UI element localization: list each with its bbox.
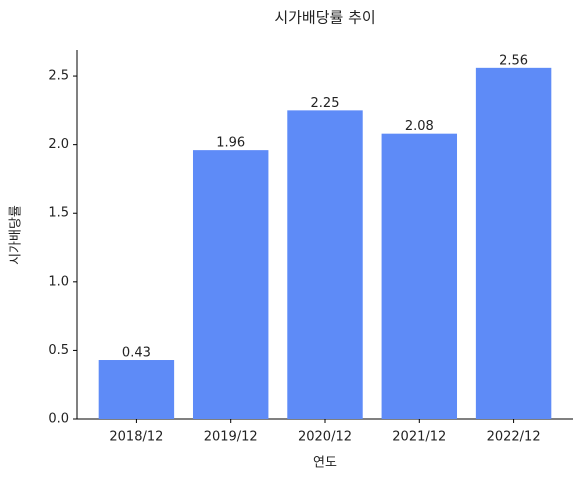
- value-label: 2.25: [311, 96, 340, 111]
- chart-title: 시가배당률 추이: [274, 9, 375, 27]
- x-tick-label: 2018/12: [109, 430, 163, 445]
- bar: [475, 67, 552, 420]
- y-tick-label: 2.0: [48, 137, 69, 152]
- x-axis-label: 연도: [313, 456, 337, 471]
- value-label: 2.56: [499, 53, 528, 68]
- bar: [98, 360, 175, 419]
- y-tick-label: 0.0: [48, 412, 69, 427]
- bar: [192, 150, 269, 419]
- y-tick-label: 0.5: [48, 343, 69, 358]
- x-tick-label: 2020/12: [298, 430, 352, 445]
- y-tick-label: 1.0: [48, 274, 69, 289]
- y-tick-label: 2.5: [48, 69, 69, 84]
- y-tick-label: 1.5: [48, 206, 69, 221]
- x-tick-label: 2021/12: [392, 430, 446, 445]
- y-axis-label: 시가배당률: [9, 205, 24, 265]
- bar: [381, 133, 458, 419]
- x-tick-label: 2022/12: [487, 430, 541, 445]
- x-tick-label: 2019/12: [204, 430, 258, 445]
- bar: [287, 110, 363, 420]
- value-label: 0.43: [122, 346, 151, 361]
- value-label: 1.96: [216, 136, 245, 151]
- value-label: 2.08: [405, 119, 434, 134]
